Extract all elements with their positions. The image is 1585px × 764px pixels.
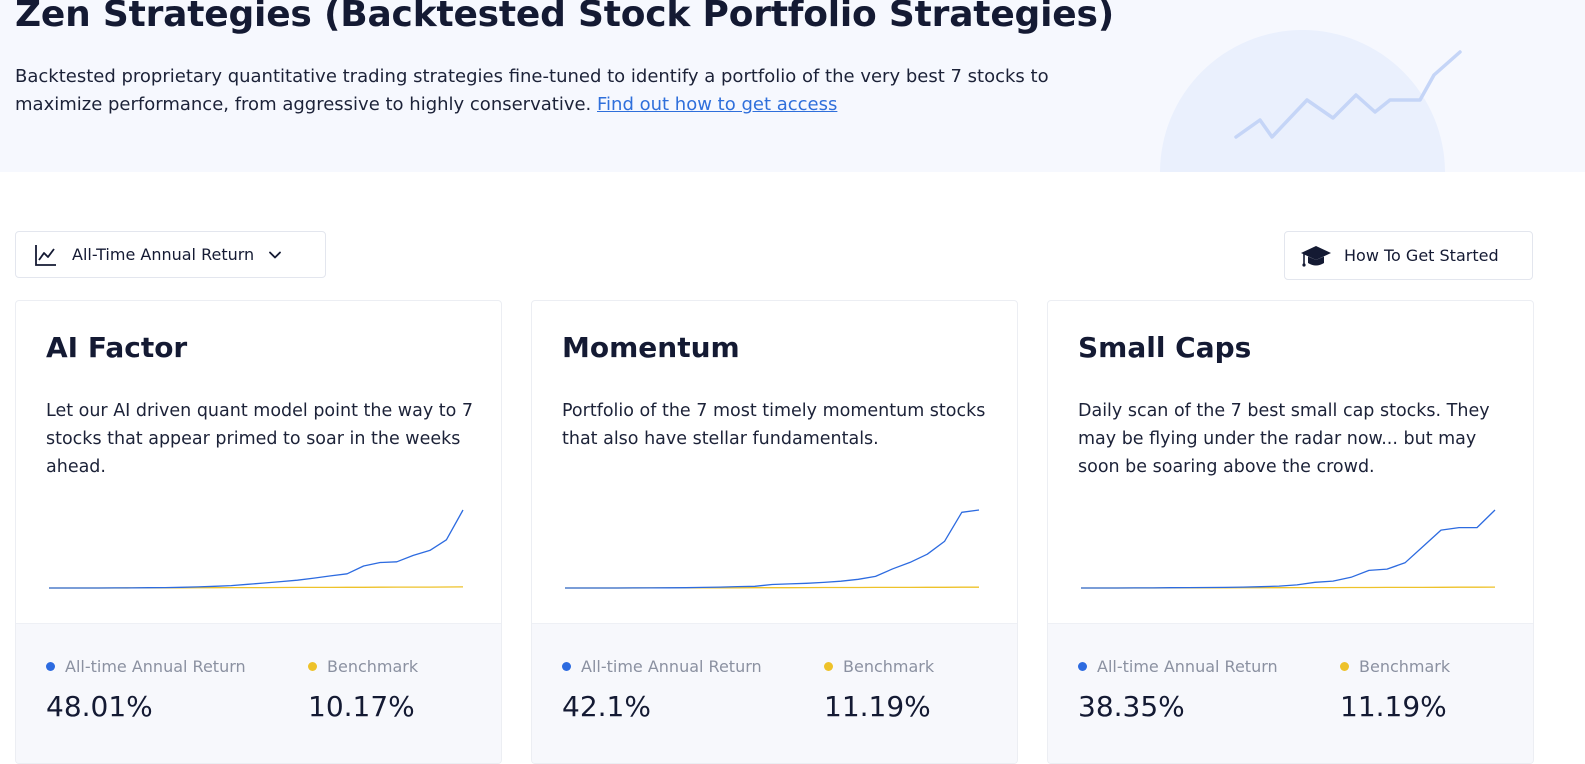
page-title: Zen Strategies (Backtested Stock Portfol… bbox=[15, 0, 1114, 35]
card-description: Let our AI driven quant model point the … bbox=[46, 401, 474, 477]
how-to-get-started-label: How To Get Started bbox=[1344, 246, 1499, 265]
metric-dropdown-value: All-Time Annual Return bbox=[72, 245, 255, 264]
performance-chart bbox=[49, 509, 464, 589]
strategy-return-value: 42.1% bbox=[562, 690, 651, 723]
strategy-line bbox=[1081, 509, 1496, 589]
legend-benchmark: Benchmark bbox=[1340, 657, 1450, 676]
legend-strategy-label: All-time Annual Return bbox=[1097, 657, 1278, 676]
strategy-return-value: 38.35% bbox=[1078, 690, 1185, 723]
strategy-line bbox=[49, 509, 464, 589]
rising-sparkline-icon bbox=[1234, 50, 1462, 139]
strategy-card-small-caps[interactable]: Small Caps Daily scan of the 7 best smal… bbox=[1047, 300, 1534, 764]
strategy-card-ai-factor[interactable]: AI Factor Let our AI driven quant model … bbox=[15, 300, 502, 764]
legend-strategy-label: All-time Annual Return bbox=[65, 657, 246, 676]
line-chart-icon bbox=[34, 243, 58, 267]
metric-dropdown[interactable]: All-Time Annual Return bbox=[15, 231, 326, 278]
graduation-cap-icon bbox=[1300, 244, 1332, 268]
legend-strategy-label: All-time Annual Return bbox=[581, 657, 762, 676]
card-stats: All-time Annual Return Benchmark 48.01% … bbox=[16, 623, 501, 763]
get-access-link[interactable]: Find out how to get access bbox=[597, 94, 838, 115]
card-description: Daily scan of the 7 best small cap stock… bbox=[1078, 401, 1490, 477]
performance-chart bbox=[1081, 509, 1496, 589]
legend-benchmark-label: Benchmark bbox=[843, 657, 935, 676]
strategy-line bbox=[565, 509, 980, 589]
legend-dot-benchmark bbox=[308, 662, 317, 671]
legend-strategy: All-time Annual Return bbox=[46, 657, 246, 676]
legend-benchmark: Benchmark bbox=[308, 657, 418, 676]
card-title: AI Factor bbox=[46, 331, 188, 364]
hero-banner: Zen Strategies (Backtested Stock Portfol… bbox=[0, 0, 1585, 172]
performance-chart bbox=[565, 509, 980, 589]
page-description-text: Backtested proprietary quantitative trad… bbox=[15, 66, 1049, 115]
how-to-get-started-button[interactable]: How To Get Started bbox=[1284, 231, 1533, 280]
strategy-return-value: 48.01% bbox=[46, 690, 153, 723]
legend-strategy: All-time Annual Return bbox=[1078, 657, 1278, 676]
benchmark-return-value: 11.19% bbox=[1340, 690, 1447, 723]
legend-dot-benchmark bbox=[1340, 662, 1349, 671]
chevron-down-icon bbox=[268, 248, 282, 262]
benchmark-return-value: 11.19% bbox=[824, 690, 931, 723]
legend-benchmark: Benchmark bbox=[824, 657, 934, 676]
card-description: Portfolio of the 7 most timely momentum … bbox=[562, 401, 986, 449]
legend-benchmark-label: Benchmark bbox=[327, 657, 419, 676]
legend-dot-strategy bbox=[1078, 662, 1087, 671]
card-title: Small Caps bbox=[1078, 331, 1252, 364]
benchmark-return-value: 10.17% bbox=[308, 690, 415, 723]
legend-dot-strategy bbox=[562, 662, 571, 671]
card-stats: All-time Annual Return Benchmark 38.35% … bbox=[1048, 623, 1533, 763]
card-title: Momentum bbox=[562, 331, 740, 364]
legend-dot-benchmark bbox=[824, 662, 833, 671]
legend-benchmark-label: Benchmark bbox=[1359, 657, 1451, 676]
strategy-card-momentum[interactable]: Momentum Portfolio of the 7 most timely … bbox=[531, 300, 1018, 764]
legend-strategy: All-time Annual Return bbox=[562, 657, 762, 676]
card-stats: All-time Annual Return Benchmark 42.1% 1… bbox=[532, 623, 1017, 763]
legend-dot-strategy bbox=[46, 662, 55, 671]
page-description: Backtested proprietary quantitative trad… bbox=[15, 63, 1075, 119]
